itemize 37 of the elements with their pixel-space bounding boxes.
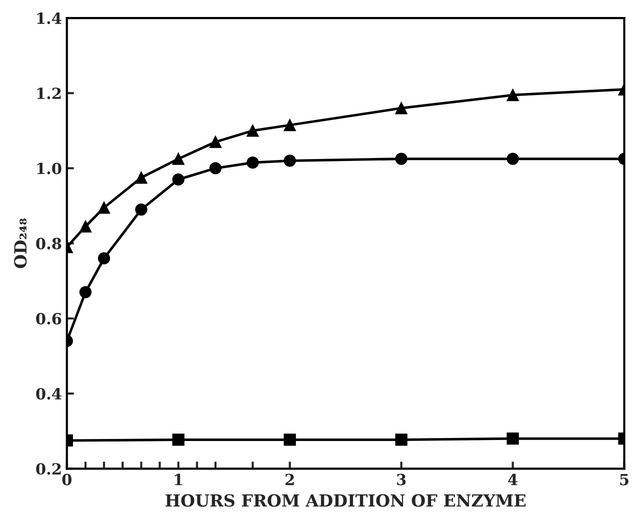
y-tick-label: 0.4 <box>36 388 62 400</box>
y-tick-label: 1.4 <box>37 12 62 24</box>
x-tick-label: 1 <box>174 474 182 486</box>
x-tick-label: 4 <box>508 474 518 486</box>
point <box>172 152 184 165</box>
point <box>284 154 296 167</box>
point <box>98 202 110 214</box>
point <box>209 136 222 148</box>
point <box>506 152 519 165</box>
x-tick-label: 0 <box>62 474 72 486</box>
x-tick-label: 3 <box>397 474 406 486</box>
point <box>172 434 184 446</box>
y-tick-label: 0.2 <box>36 463 61 475</box>
point <box>79 286 92 298</box>
point <box>246 124 259 137</box>
point <box>172 173 184 186</box>
point <box>284 434 296 446</box>
point <box>395 152 408 165</box>
point <box>98 252 110 264</box>
point <box>395 102 408 114</box>
y-tick-label: 1.0 <box>37 162 62 174</box>
point <box>395 434 408 446</box>
point <box>135 172 148 184</box>
point <box>246 156 259 169</box>
y-axis-title: OD₂₄₈ <box>14 218 27 268</box>
y-tick-label: 1.2 <box>37 88 61 100</box>
point <box>209 162 222 174</box>
point <box>506 88 519 102</box>
point <box>506 432 519 445</box>
y-tick-label: 0.6 <box>36 312 62 324</box>
x-tick-label: 5 <box>620 474 628 486</box>
y-tick-label: 0.8 <box>36 238 62 250</box>
x-axis-title: HOURS FROM ADDITION OF ENZYME <box>166 494 526 507</box>
point <box>284 118 296 132</box>
point <box>79 220 92 233</box>
point <box>135 203 148 216</box>
x-tick-label: 2 <box>286 474 294 486</box>
